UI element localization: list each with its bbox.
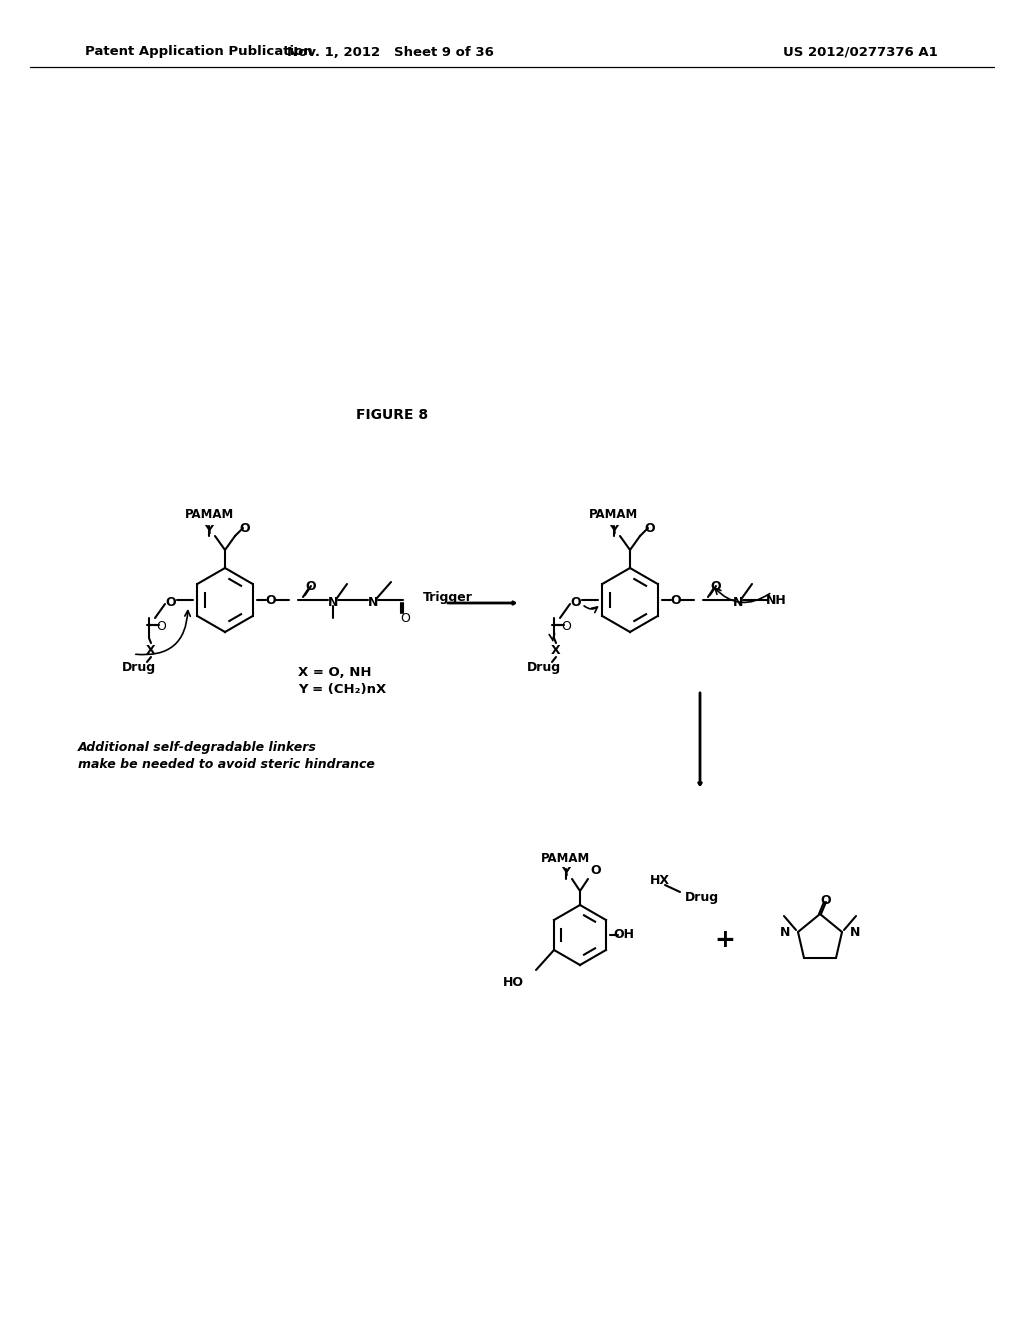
Text: N: N xyxy=(779,925,790,939)
Text: NH: NH xyxy=(766,594,786,606)
Text: FIGURE 8: FIGURE 8 xyxy=(356,408,428,422)
Text: Patent Application Publication: Patent Application Publication xyxy=(85,45,312,58)
Text: Drug: Drug xyxy=(527,661,561,675)
Text: O: O xyxy=(240,521,250,535)
Text: N: N xyxy=(850,925,860,939)
Text: O: O xyxy=(671,594,681,606)
Text: O: O xyxy=(591,865,601,878)
Text: make be needed to avoid steric hindrance: make be needed to avoid steric hindrance xyxy=(78,758,375,771)
Text: HX: HX xyxy=(650,874,670,887)
Text: Drug: Drug xyxy=(685,891,719,903)
Text: PAMAM: PAMAM xyxy=(542,853,591,866)
Text: Y: Y xyxy=(609,524,618,536)
Text: Y: Y xyxy=(205,524,213,536)
Text: +: + xyxy=(715,928,735,952)
Text: O: O xyxy=(265,594,276,606)
Text: PAMAM: PAMAM xyxy=(184,507,233,520)
Text: OH: OH xyxy=(613,928,635,941)
Text: X = O, NH: X = O, NH xyxy=(298,665,372,678)
Text: Y = (CH₂)nX: Y = (CH₂)nX xyxy=(298,684,386,697)
Text: PAMAM: PAMAM xyxy=(590,507,639,520)
Text: X: X xyxy=(551,644,561,656)
Text: O: O xyxy=(645,521,655,535)
Text: HO: HO xyxy=(503,975,524,989)
Text: O: O xyxy=(561,619,571,632)
Text: Trigger: Trigger xyxy=(423,591,473,605)
Text: Drug: Drug xyxy=(122,661,156,675)
Text: O: O xyxy=(711,579,721,593)
Text: O: O xyxy=(570,595,582,609)
Text: O: O xyxy=(156,619,166,632)
Text: O: O xyxy=(400,611,410,624)
Text: N: N xyxy=(328,595,338,609)
Text: X: X xyxy=(146,644,156,656)
Text: Y: Y xyxy=(561,866,570,879)
Text: Additional self-degradable linkers: Additional self-degradable linkers xyxy=(78,742,316,755)
Text: O: O xyxy=(166,595,176,609)
Text: N: N xyxy=(368,595,378,609)
Text: Nov. 1, 2012   Sheet 9 of 36: Nov. 1, 2012 Sheet 9 of 36 xyxy=(287,45,494,58)
Text: O: O xyxy=(820,894,831,907)
Text: N: N xyxy=(733,595,743,609)
Text: US 2012/0277376 A1: US 2012/0277376 A1 xyxy=(783,45,938,58)
Text: O: O xyxy=(306,579,316,593)
